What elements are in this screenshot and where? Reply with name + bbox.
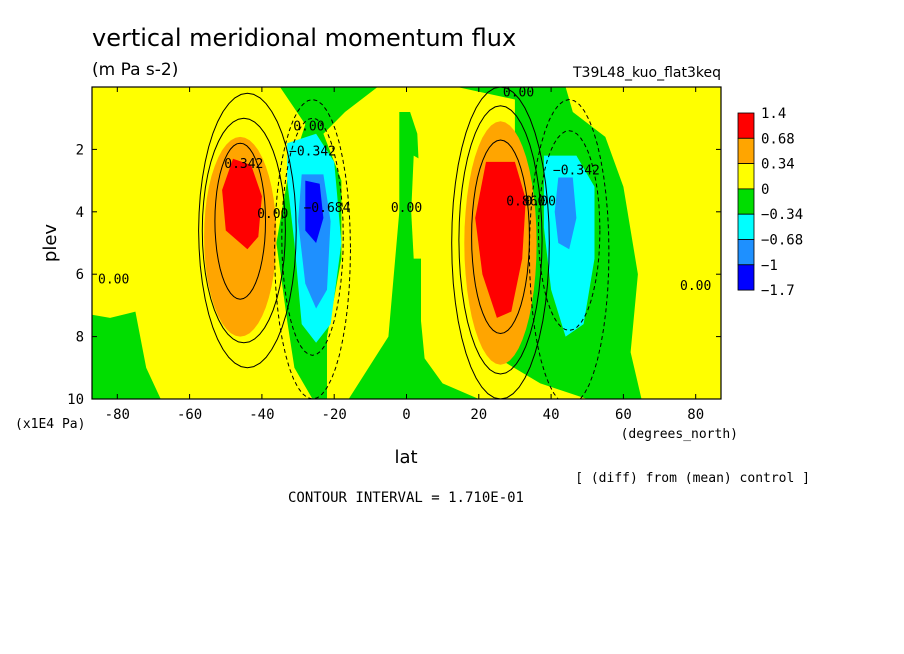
contour-solid-1 [198,92,297,369]
contour-label-8: 0.860 [506,195,545,210]
chart-units: (m Pa s-2) [92,60,178,80]
contour-solid-2 [458,105,543,375]
colorbar-swatch [737,213,755,240]
colorbar-swatch [737,188,755,215]
contour-solid-3 [451,87,550,399]
field-red-south [222,158,262,250]
x-tick-label: -80 [105,407,130,423]
y-axis: 2 4 6 8 10 [67,142,721,408]
contour-label-0: 0.00 [503,85,534,100]
field-yellow-north [323,87,588,399]
contour-label-11: 0.00 [680,279,711,294]
colorbar-swatch [737,239,755,266]
contour-label-5: 0.00 [257,207,288,222]
contour-label-7: 0.00 [391,201,422,216]
colorbar: 1.4 0.68 0.34 0 −0.34 −0.68 −1 −1.7 [737,106,803,299]
x-tick-label: -60 [177,407,202,423]
contour-fields [92,87,721,399]
y-tick-label: 8 [76,330,84,346]
field-yellow-east [565,87,721,399]
y-tick-label: 4 [76,205,84,221]
contour-dashed-2 [537,130,601,331]
colorbar-label: −0.68 [761,233,803,249]
colorbar-label: 0.34 [761,157,795,173]
contour-label-4: −0.342 [553,163,600,178]
contour-solid-4 [471,139,530,335]
colorbar-label: 0.68 [761,131,795,147]
x-tick-label: 20 [470,407,487,423]
x-tick-label: 60 [615,407,632,423]
colorbar-swatch [737,264,755,291]
contour-dashed-0 [281,117,344,356]
y-axis-units: (x1E4 Pa) [15,417,85,432]
y-axis-label: plev [40,224,61,263]
y-tick-label: 2 [76,142,84,158]
field-blue-north [554,177,577,250]
contour-label-9: 0.00 [525,195,556,210]
x-tick-label: 0 [402,407,410,423]
y-tick-label: 6 [76,267,84,283]
colorbar-label: 1.4 [761,106,786,122]
contour-label-2: −0.342 [289,145,336,160]
field-darkblue-south [305,180,324,243]
contour-label-1: 0.00 [293,120,324,135]
contour-solid-5 [214,142,267,300]
contour-label-10: 0.00 [98,273,129,288]
x-axis-units: (degrees_north) [621,427,738,442]
contour-dashed-3 [528,98,610,399]
colorbar-swatch [737,137,755,165]
x-axis: -80 -60 -40 -20 0 20 40 60 80 [105,87,704,423]
colorbar-swatch [737,112,755,139]
x-tick-label: 40 [543,407,560,423]
contour-label-3: 0.342 [224,157,263,172]
contour-solid-0 [201,117,286,344]
x-tick-label: -40 [249,407,274,423]
x-tick-label: 80 [687,407,704,423]
colorbar-label: −1 [761,258,778,274]
chart-title: vertical meridional momentum flux [92,24,516,52]
footnote: [ (diff) from (mean) control ] [575,471,810,486]
contour-interval: CONTOUR INTERVAL = 1.710E-01 [288,490,524,506]
colorbar-label: 0 [761,182,769,198]
colorbar-swatch [737,163,755,190]
field-red-north [475,161,526,318]
contour-label-6: −0.684 [303,201,350,216]
experiment-name: T39L48_kuo_flat3keq [572,65,721,81]
contour-lines [198,87,610,399]
x-tick-label: -20 [322,407,347,423]
field-yellow-center [411,155,427,259]
colorbar-label: −1.7 [761,283,795,299]
y-tick-label: 10 [67,392,84,408]
x-axis-label: lat [394,447,417,468]
colorbar-label: −0.34 [761,207,803,223]
